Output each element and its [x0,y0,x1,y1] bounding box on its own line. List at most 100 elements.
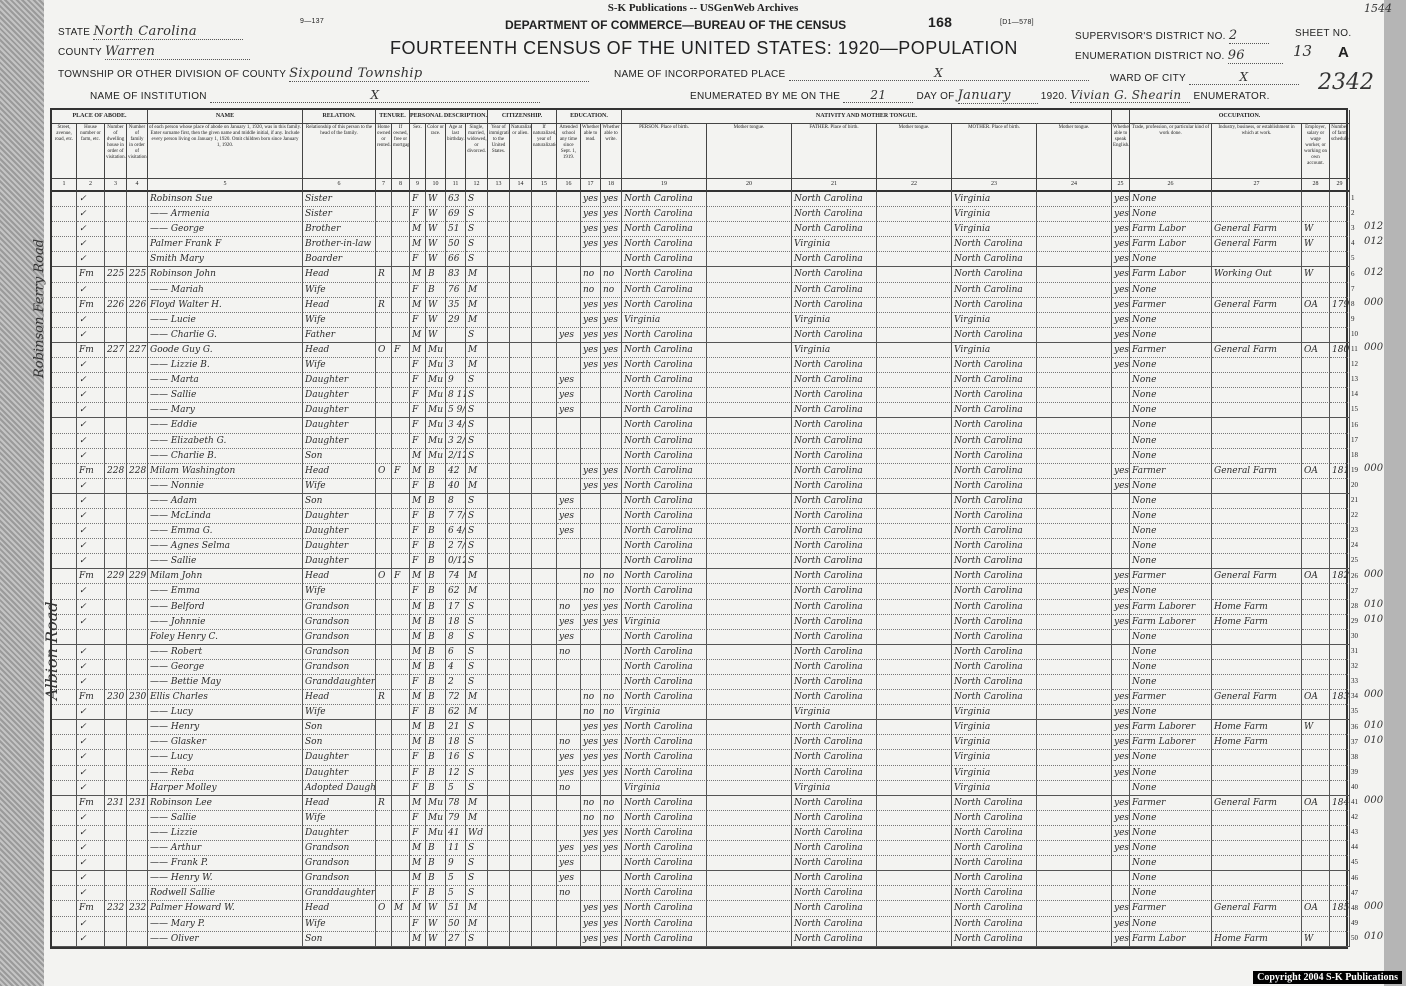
table-cell [1302,403,1330,419]
table-cell: North Carolina [622,765,707,781]
table-cell: Farm Labor [1130,267,1212,283]
table-cell: North Carolina [622,629,707,645]
table-cell: None [1130,478,1212,494]
occupation-code: 000 [1364,795,1384,806]
table-cell [1302,388,1330,404]
table-cell: yes [1112,765,1130,781]
table-cell: —— Sallie [148,388,303,404]
table-cell: 62 [446,705,466,721]
table-cell: no [581,795,601,811]
table-cell [877,267,952,283]
table-cell: None [1130,629,1212,645]
table-cell: Farmer [1130,342,1212,359]
table-cell: Grandson [303,856,376,872]
table-cell: ✓ [77,508,105,525]
table-cell [1212,327,1302,343]
table-cell [1212,856,1302,872]
table-cell: Milam Washington [148,463,303,479]
table-cell: B [426,750,446,766]
table-cell: North Carolina [952,931,1037,947]
table-cell [510,267,532,283]
table-cell: Grandson [303,659,376,675]
table-cell: 76 [446,282,466,298]
table-cell: —— Elizabeth G. [148,433,303,449]
table-cell [1212,886,1302,902]
line-number: 11 [1351,345,1358,353]
table-cell [392,448,410,464]
table-cell [376,327,392,343]
table-cell [105,841,127,857]
state-value: North Carolina [93,24,244,40]
table-cell: yes [581,237,601,253]
table-cell: yes [581,297,601,313]
table-cell [510,554,532,570]
table-cell: North Carolina [622,448,707,464]
table-cell [488,810,510,826]
table-cell: B [426,614,446,630]
table-cell: North Carolina [622,675,707,691]
table-cell [1037,886,1112,902]
table-cell [1037,931,1112,947]
table-cell: —— Lizzie [148,825,303,842]
table-cell: North Carolina [622,916,707,932]
column-group-header: CITIZENSHIP. [488,110,557,124]
occupation-code: 010 [1364,613,1384,625]
table-cell: yes [1112,358,1130,374]
table-cell [1212,644,1302,660]
table-cell: North Carolina [622,901,707,917]
table-cell [52,388,77,404]
table-cell: North Carolina [622,886,707,902]
table-cell: 27 [446,931,466,947]
table-cell [532,856,557,872]
table-cell: North Carolina [952,659,1037,675]
table-cell: yes [601,765,622,781]
table-cell: North Carolina [622,508,707,525]
table-cell: Fm [77,690,105,706]
table-cell: North Carolina [952,599,1037,615]
table-cell [105,871,127,887]
table-cell [488,312,510,328]
table-cell: Head [303,569,376,585]
table-cell: yes [601,735,622,751]
table-cell [488,705,510,721]
table-cell [52,373,77,389]
table-cell: North Carolina [952,916,1037,932]
table-cell: yes [601,841,622,857]
column-number: 13 [488,179,510,192]
table-cell [532,750,557,766]
table-cell [127,705,148,721]
table-cell: 229 [127,569,148,585]
table-cell: Farmer [1130,463,1212,479]
line-number: 33 [1351,677,1358,686]
table-cell [707,644,792,660]
column-number: 26 [1130,179,1212,192]
table-cell [376,735,392,751]
table-cell [707,192,792,208]
table-cell [1112,554,1130,570]
table-cell: North Carolina [792,856,877,872]
table-cell [52,705,77,721]
table-cell: Wife [303,312,376,328]
table-cell: North Carolina [952,358,1037,374]
table-cell [488,373,510,389]
table-cell: Daughter [303,373,376,389]
table-cell: Daughter [303,524,376,540]
table-cell [105,644,127,660]
table-cell [376,493,392,509]
table-cell: None [1130,448,1212,464]
table-cell [376,780,392,796]
table-cell [1302,705,1330,721]
table-cell: yes [581,222,601,238]
table-cell: Wife [303,810,376,826]
table-cell: B [426,267,446,283]
table-cell [376,810,392,826]
table-cell: ✓ [77,614,105,630]
table-cell [52,750,77,766]
occupation-code: 010 [1364,719,1384,731]
table-cell [707,931,792,947]
table-cell: Mu [426,388,446,404]
table-cell [707,705,792,721]
column-number: 23 [952,179,1037,192]
occupation-code: 012 [1364,236,1384,248]
table-cell: yes [1112,901,1130,917]
